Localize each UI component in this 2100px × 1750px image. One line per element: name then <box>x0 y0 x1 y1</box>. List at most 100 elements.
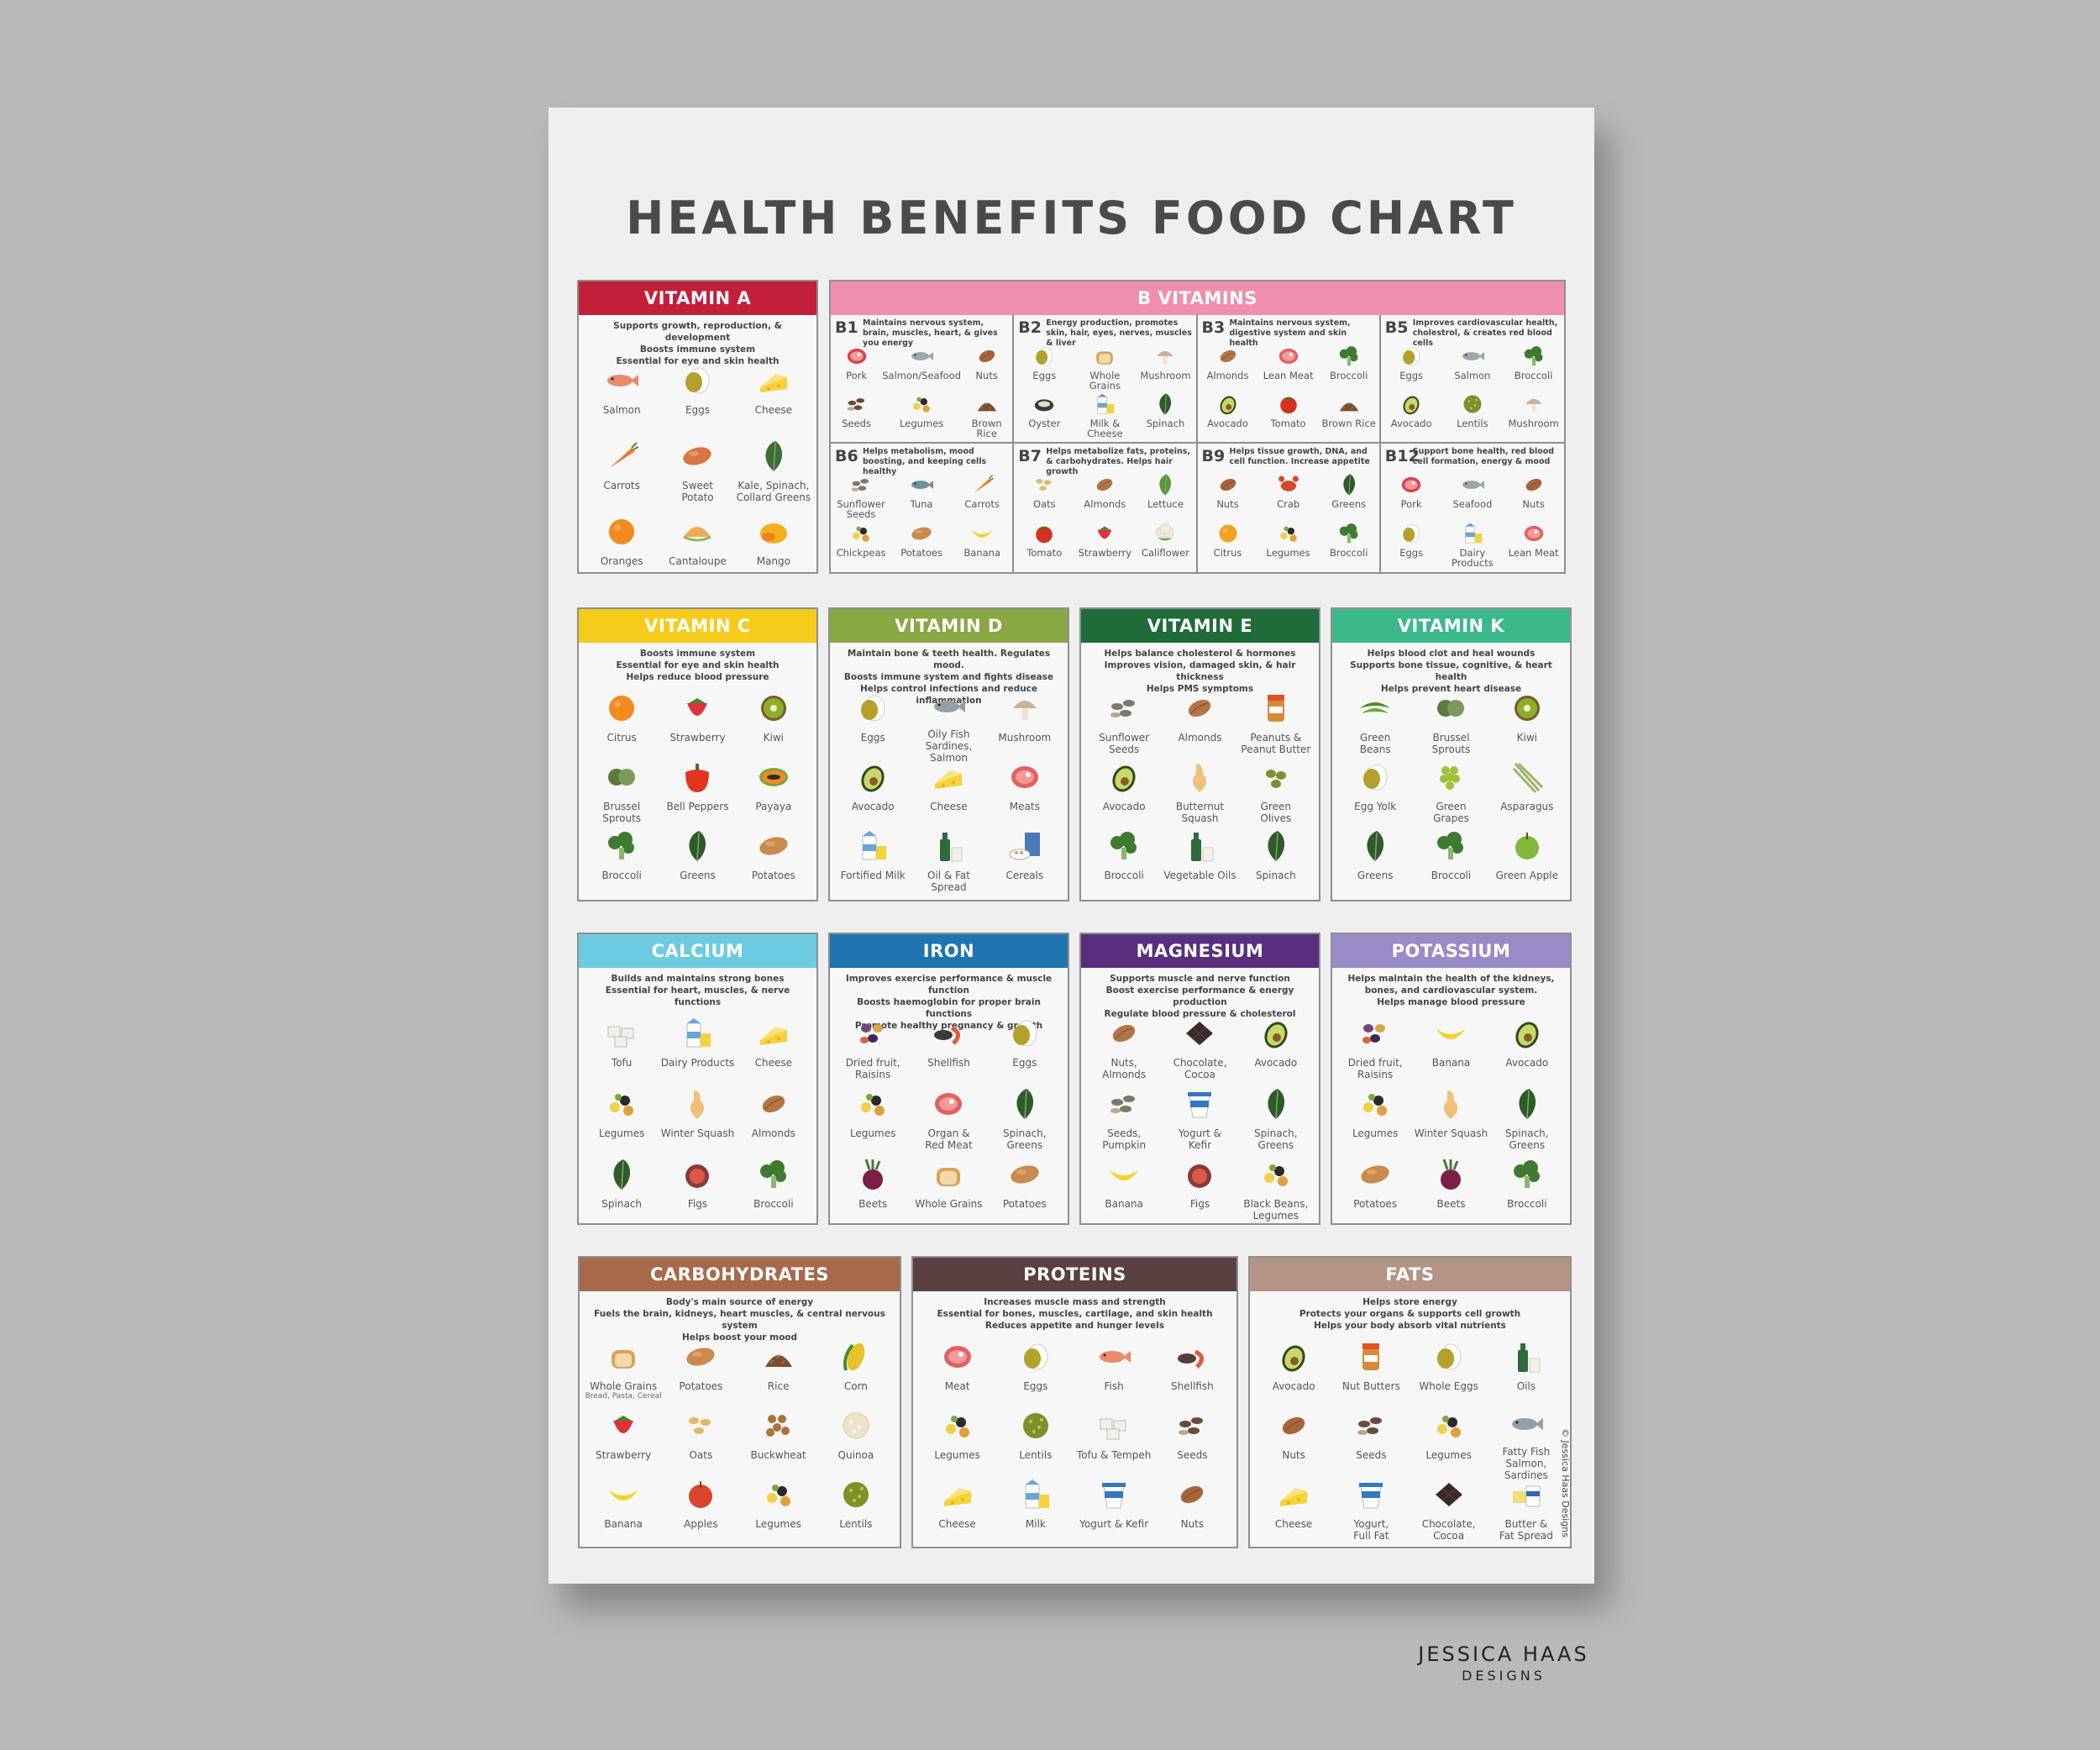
panel-header: MAGNESIUM <box>1081 934 1319 968</box>
food-item: Fatty Fish Salmon, Sardines <box>1488 1407 1565 1481</box>
food-item: Mushroom <box>987 690 1063 759</box>
food-item: Nut Butters <box>1332 1338 1410 1407</box>
food-item: Egg Yolk <box>1337 759 1413 828</box>
potato-icon <box>1358 1156 1392 1193</box>
food-label: Broccoli <box>1507 1198 1547 1210</box>
jar-icon <box>1354 1338 1388 1375</box>
food-label: Greens <box>1331 498 1367 510</box>
food-label: Tomato <box>1026 546 1063 559</box>
egg-icon <box>1432 1338 1466 1375</box>
panel-header: VITAMIN E <box>1081 609 1319 643</box>
food-label: Legumes <box>934 1449 980 1461</box>
banana-icon <box>970 521 994 546</box>
food-label: Oils <box>1516 1380 1536 1392</box>
potato-icon <box>910 521 933 546</box>
fish-icon <box>910 344 934 369</box>
fish-icon <box>1509 1407 1543 1441</box>
food-label: Eggs <box>1399 546 1424 559</box>
papaya-icon <box>757 759 790 796</box>
food-item: Spinach <box>1238 828 1314 896</box>
broccoli-icon <box>757 1156 790 1193</box>
legumes-icon <box>910 392 933 417</box>
description-line: Helps prevent heart disease <box>1380 684 1522 694</box>
food-sublabel: Bread, Pasta, Cereal <box>585 1392 662 1401</box>
food-label: Potatoes <box>751 870 795 881</box>
food-label: Beets <box>858 1198 888 1210</box>
nut-icon <box>1183 690 1216 727</box>
food-item: Seeds <box>1153 1407 1231 1476</box>
food-item: Legumes <box>1258 521 1319 570</box>
food-label: Figs <box>1189 1198 1210 1210</box>
food-item: Kale, Spinach, Collard Greens <box>736 438 811 513</box>
food-grid: Almonds Lean Meat Broccoli Avocado Tomato Bro… <box>1198 344 1379 439</box>
seeds-icon <box>1354 1407 1388 1444</box>
rice-icon <box>975 392 999 417</box>
food-label: Green Grapes <box>1433 801 1469 824</box>
leaf-icon <box>757 438 790 475</box>
food-label: Lettuce <box>1147 498 1184 510</box>
food-label: Banana <box>1431 1057 1471 1069</box>
food-item: Oyster <box>1014 392 1074 439</box>
food-item: Nuts <box>961 344 1012 392</box>
panel-header: CARBOHYDRATES <box>580 1258 900 1291</box>
food-label: Mushroom <box>998 732 1052 744</box>
description-line: Helps boost your mood <box>681 1332 798 1343</box>
food-item: Chickpeas <box>831 521 891 570</box>
milk-icon <box>856 828 890 864</box>
panel-description: Body's main source of energy Fuels the br… <box>580 1291 900 1343</box>
food-item: Pork <box>1381 472 1442 521</box>
leaf-icon <box>1358 828 1392 864</box>
food-label: Shellfish <box>1171 1380 1214 1392</box>
food-item: Brown Rice <box>961 392 1012 439</box>
food-label: Sunflower Seeds <box>1099 732 1150 755</box>
food-label: Mango <box>756 555 790 567</box>
food-label: Kiwi <box>1516 732 1537 744</box>
food-label: Brown Rice <box>1321 417 1376 429</box>
food-item: Broccoli <box>1489 1156 1565 1227</box>
description-line: Maintain bone & teeth health. Regulates … <box>847 649 1051 670</box>
food-item: Cheese <box>911 759 986 828</box>
rice-icon <box>762 1338 795 1375</box>
nut-icon <box>1277 1407 1310 1444</box>
food-item: Winter Squash <box>659 1085 735 1156</box>
food-item: Banana <box>585 1476 662 1545</box>
panel-vitamin-e: VITAMIN E Helps balance cholesterol & hor… <box>1079 607 1320 901</box>
avocado-icon <box>1216 392 1240 417</box>
food-item: Oats <box>662 1407 739 1476</box>
food-label: Salmon/Seafood <box>882 370 962 381</box>
food-item: Legumes <box>584 1085 659 1156</box>
food-item: Apples <box>662 1476 739 1545</box>
yogurt-icon <box>1183 1085 1216 1122</box>
food-label: Cheese <box>754 1057 793 1069</box>
legumes-icon <box>1432 1407 1466 1444</box>
food-label: Black Beans, Legumes <box>1243 1198 1309 1222</box>
food-item: Sunflower Seeds <box>831 472 891 521</box>
mushroom-icon <box>1153 344 1177 369</box>
food-item: Sunflower Seeds <box>1086 690 1162 759</box>
broccoli-icon <box>1522 344 1546 369</box>
tofu-icon <box>605 1015 638 1052</box>
leaf-icon <box>1153 472 1177 497</box>
food-item: Lettuce <box>1135 472 1195 521</box>
b-vitamin-key: B1 <box>835 318 858 337</box>
nut-icon <box>975 344 999 369</box>
description-line: Helps manage blood pressure <box>1377 997 1525 1007</box>
orange-icon <box>605 513 638 550</box>
food-label: Brown Rice <box>971 417 1002 439</box>
food-item: Greens <box>659 828 735 896</box>
food-label: Nuts <box>1180 1518 1205 1530</box>
food-label: Avocado <box>1505 1057 1549 1069</box>
food-item: Potatoes <box>1337 1156 1413 1227</box>
food-item: Sweet Potato <box>659 438 735 513</box>
food-label: Lentils <box>1457 417 1488 429</box>
panel-iron: IRON Improves exercise performance & musc… <box>828 933 1069 1225</box>
description-line: Promote healthy pregnancy & growth <box>854 1021 1043 1031</box>
legumes-icon <box>849 521 873 546</box>
food-label: Avocado <box>1254 1057 1298 1069</box>
food-item: Strawberry <box>1074 521 1135 570</box>
poster: HEALTH BENEFITS FOOD CHART VITAMIN A Supp… <box>549 108 1594 1584</box>
leaf-icon <box>1510 1085 1544 1122</box>
food-item: Milk <box>996 1476 1074 1545</box>
cheese-icon <box>941 1476 974 1513</box>
description-line: Essential for heart, muscles, & nerve fu… <box>605 985 790 1007</box>
